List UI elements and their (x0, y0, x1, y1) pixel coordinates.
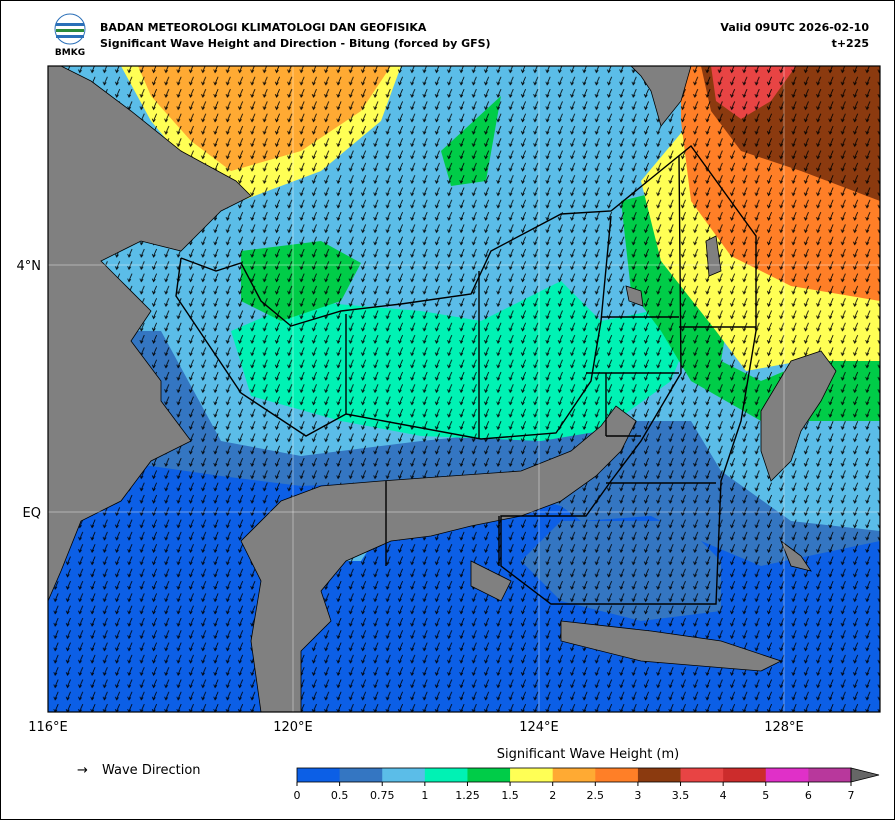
colorbar-segment (723, 768, 767, 782)
colorbar-segment (297, 768, 341, 782)
legend-label: Wave Direction (102, 763, 201, 778)
colorbar-segment (765, 768, 809, 782)
subtitle: Significant Wave Height and Direction - … (100, 37, 491, 50)
colorbar-tick-label: 0.75 (370, 789, 395, 802)
title: BADAN METEOROLOGI KLIMATOLOGI DAN GEOFIS… (100, 21, 427, 34)
colorbar-segment (637, 768, 682, 782)
logo-text: BMKG (55, 48, 85, 58)
colorbar-tick-label: 3 (634, 789, 641, 802)
lon-label: 128°E (764, 720, 804, 735)
lon-label: 124°E (519, 720, 559, 735)
lat-label: EQ (23, 506, 41, 521)
colorbar-segment (680, 768, 724, 782)
colorbar-title: Significant Wave Height (m) (497, 747, 679, 762)
colorbar: 0 0.5 0.75 1 1.25 1.5 2 2.5 3 3.5 4 5 6 7 (294, 767, 880, 802)
colorbar-tick-label: 7 (848, 789, 855, 802)
colorbar-tick-label: 4 (720, 789, 727, 802)
map (48, 66, 880, 712)
colorbar-segment (382, 768, 426, 782)
colorbar-frame (296, 767, 852, 783)
colorbar-tick-label: 1.25 (455, 789, 480, 802)
colorbar-segment (808, 768, 852, 782)
logo: BMKG (54, 13, 86, 58)
colorbar-tick-label: 1 (421, 789, 428, 802)
colorbar-tick-label: 5 (762, 789, 769, 802)
lon-label: 116°E (28, 720, 68, 735)
colorbar-segment (467, 768, 511, 782)
colorbar-segment (595, 768, 639, 782)
colorbar-tick-label: 1.5 (501, 789, 519, 802)
colorbar-tick-label: 0.5 (331, 789, 349, 802)
colorbar-tick-label: 2.5 (587, 789, 605, 802)
colorbar-tick-label: 0 (294, 789, 301, 802)
colorbar-tick-label: 6 (805, 789, 812, 802)
colorbar-extension (850, 767, 880, 783)
colorbar-segment (510, 768, 554, 782)
colorbar-segment (552, 768, 596, 782)
lat-label: 4°N (17, 259, 42, 274)
lon-label: 120°E (273, 720, 313, 735)
colorbar-tick-label: 3.5 (672, 789, 690, 802)
colorbar-segment (339, 768, 383, 782)
colorbar-segment (424, 768, 468, 782)
forecast-step: t+225 (832, 37, 869, 50)
valid-time: Valid 09UTC 2026-02-10 (720, 21, 869, 34)
legend-arrow: → (77, 763, 88, 778)
colorbar-tick-label: 2 (549, 789, 556, 802)
